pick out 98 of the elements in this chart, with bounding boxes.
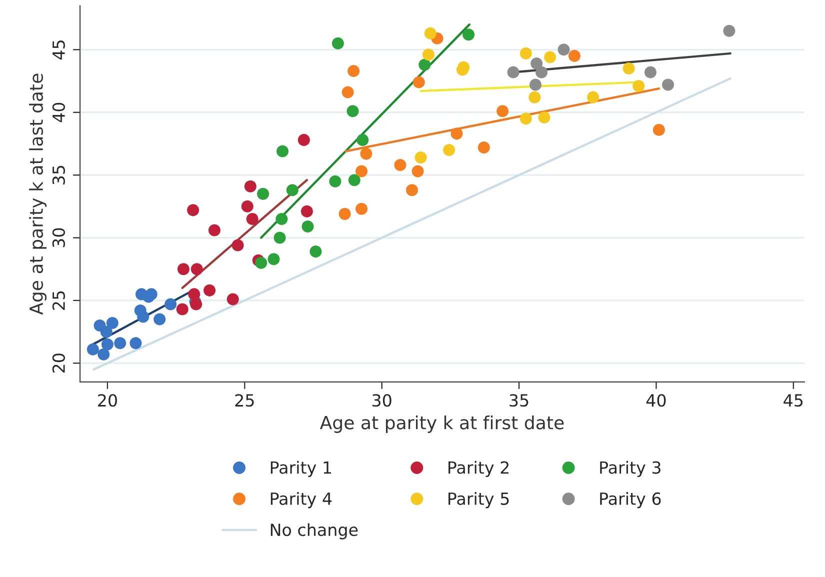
y-tick-label: 35 xyxy=(52,166,65,184)
point xyxy=(544,51,556,64)
point xyxy=(246,212,258,225)
legend-label: Parity 4 xyxy=(270,492,332,508)
point xyxy=(530,57,543,70)
point xyxy=(154,313,166,326)
point xyxy=(241,200,254,212)
point xyxy=(644,66,656,78)
point xyxy=(298,134,310,146)
point xyxy=(632,80,645,92)
point xyxy=(520,47,532,60)
point xyxy=(356,165,368,178)
point xyxy=(137,310,150,323)
point xyxy=(478,141,490,154)
point xyxy=(190,263,203,276)
point xyxy=(114,337,126,350)
legend-label: Parity 3 xyxy=(600,460,660,478)
y-tick-label: 25 xyxy=(52,291,65,310)
x-tick-label: 30 xyxy=(372,394,392,407)
point xyxy=(208,224,220,236)
point xyxy=(412,165,424,178)
point xyxy=(418,58,431,71)
point xyxy=(190,298,202,310)
legend-label: No change xyxy=(270,523,358,540)
point xyxy=(177,263,190,276)
point xyxy=(164,298,177,310)
point xyxy=(652,124,665,136)
point xyxy=(145,288,158,300)
point xyxy=(342,86,354,98)
point xyxy=(302,220,314,232)
point xyxy=(188,288,200,300)
point xyxy=(329,175,342,188)
point xyxy=(346,105,359,118)
point xyxy=(338,208,351,220)
point xyxy=(300,205,313,218)
point xyxy=(496,105,509,118)
point xyxy=(176,303,188,316)
point xyxy=(412,76,425,88)
point xyxy=(414,151,427,164)
point xyxy=(450,128,463,140)
point xyxy=(130,337,142,350)
point xyxy=(348,64,360,77)
point xyxy=(662,78,674,91)
y-axis-title: Age at parity k at last date xyxy=(29,74,47,315)
point xyxy=(332,37,344,50)
point xyxy=(356,134,369,146)
point xyxy=(204,284,216,296)
x-tick-label: 25 xyxy=(235,394,254,407)
point xyxy=(622,62,635,74)
point xyxy=(406,184,418,196)
point xyxy=(100,326,112,338)
point xyxy=(587,91,600,104)
point xyxy=(268,253,280,266)
legend-label: Parity 2 xyxy=(448,460,509,478)
point xyxy=(394,159,406,172)
point xyxy=(98,348,110,360)
point xyxy=(276,145,289,158)
point xyxy=(538,111,550,124)
legend-label: Parity 6 xyxy=(600,492,661,508)
point xyxy=(274,232,286,244)
point xyxy=(507,66,520,78)
point xyxy=(360,148,372,160)
point xyxy=(187,204,200,216)
point xyxy=(520,112,532,125)
point xyxy=(356,202,368,215)
point xyxy=(255,256,268,269)
point xyxy=(257,188,270,200)
x-axis-title: Age at parity k at first date xyxy=(320,415,564,433)
point xyxy=(244,180,256,192)
point xyxy=(424,27,436,40)
y-tick-label: 40 xyxy=(52,102,65,122)
point xyxy=(276,212,288,225)
point xyxy=(348,174,360,186)
point xyxy=(536,66,548,78)
point xyxy=(723,24,736,37)
x-tick-label: 20 xyxy=(98,394,117,407)
x-tick-label: 35 xyxy=(510,394,528,407)
point xyxy=(462,28,475,41)
point xyxy=(529,78,542,91)
legend-label: Parity 1 xyxy=(270,460,332,478)
y-tick-label: 45 xyxy=(52,40,65,60)
point xyxy=(101,338,114,350)
point xyxy=(232,239,244,252)
legend-label: Parity 5 xyxy=(448,492,509,508)
y-tick-label: 20 xyxy=(52,354,65,373)
point xyxy=(568,50,580,62)
point xyxy=(558,44,570,56)
point xyxy=(422,48,434,61)
y-tick-label: 30 xyxy=(52,228,65,248)
x-tick-label: 40 xyxy=(646,394,666,407)
point xyxy=(106,317,118,330)
point xyxy=(86,343,99,356)
point xyxy=(286,184,298,196)
point xyxy=(310,246,322,258)
point xyxy=(226,293,239,306)
x-tick-label: 45 xyxy=(784,394,803,407)
point xyxy=(528,91,541,104)
point xyxy=(443,144,456,156)
